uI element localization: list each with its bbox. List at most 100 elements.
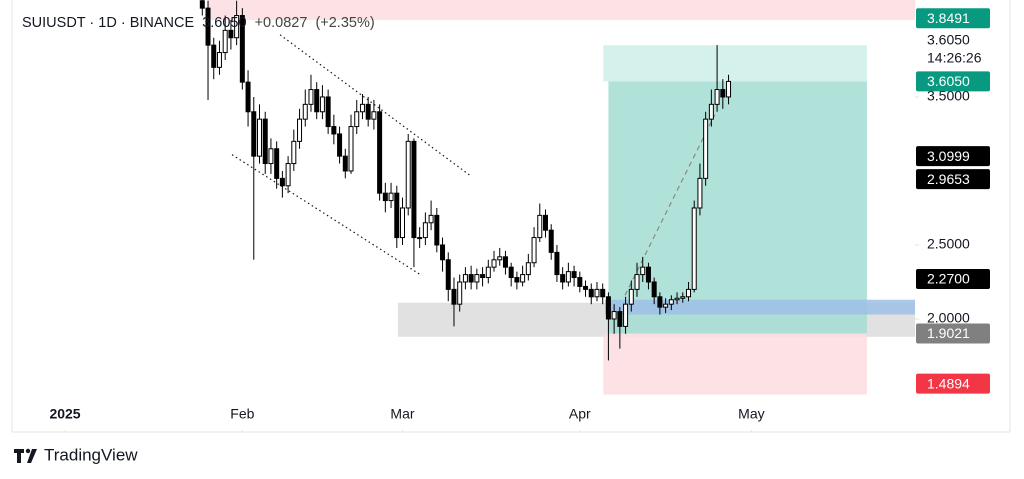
x-tick-label: Mar	[390, 406, 414, 422]
candle-body	[583, 285, 589, 290]
candle-body	[451, 288, 457, 305]
candle-body	[663, 303, 669, 308]
footer-logo: TradingView	[14, 445, 138, 464]
candle-body	[211, 44, 217, 68]
candle-body	[685, 288, 691, 298]
price-label: 3.0999	[927, 148, 970, 164]
candle-body	[474, 274, 480, 283]
x-tick-label: Feb	[230, 406, 254, 422]
price-label: 3.6050	[927, 73, 970, 89]
candle-body	[720, 89, 726, 98]
candle-body	[520, 274, 526, 283]
trend-line	[279, 34, 471, 176]
candle-body	[422, 222, 428, 239]
candle-body	[331, 126, 337, 135]
candle-body	[714, 89, 720, 105]
axes: 2025 Feb Mar Apr May 3.5000 2.5000 2.0000 3.8491…	[49, 8, 990, 432]
candle-body	[302, 103, 308, 120]
candle-body	[548, 229, 554, 253]
candle-body	[251, 111, 257, 157]
candle-body	[399, 207, 405, 239]
candle-body	[571, 271, 577, 279]
candle-body	[611, 311, 617, 320]
price-label-box	[916, 146, 990, 167]
candle-body	[405, 140, 411, 209]
candle-body	[365, 103, 371, 120]
candle-body	[359, 103, 365, 113]
candle-body	[308, 89, 314, 105]
last-price: 3.6050	[927, 32, 970, 48]
price-label-box	[916, 269, 990, 290]
candle-body	[668, 299, 674, 305]
candle-body	[245, 81, 251, 113]
candle-body	[525, 262, 531, 276]
price-label: 2.9653	[927, 171, 970, 187]
zone	[608, 81, 867, 334]
candle-body	[319, 96, 325, 113]
candle-body	[222, 29, 228, 54]
candle-body	[691, 207, 697, 290]
y-tick-label: 3.5000	[927, 88, 970, 104]
x-tick-label: 2025	[49, 406, 80, 422]
trend-line	[231, 154, 421, 276]
candle-body	[462, 274, 468, 283]
candle-body	[600, 288, 606, 298]
plot-pane	[199, 0, 915, 395]
candle-body	[279, 177, 285, 187]
candle-body	[640, 266, 646, 276]
candle-body	[285, 163, 291, 187]
symbol: SUIUSDT · 1D · BINANCE	[22, 15, 194, 31]
candle-body	[445, 259, 451, 290]
logo-mark	[25, 448, 31, 454]
candle-body	[617, 311, 623, 327]
candle-body	[491, 259, 497, 268]
candle-body	[542, 214, 548, 231]
candle-body	[388, 192, 394, 202]
candle-body	[216, 52, 222, 68]
zone	[208, 0, 915, 20]
candle-body	[588, 288, 594, 298]
candle-body	[560, 274, 566, 283]
header-change: +0.0827	[255, 15, 308, 31]
price-label: 2.2700	[927, 271, 970, 287]
candle-body	[651, 281, 657, 298]
candle-body	[348, 126, 354, 172]
logo-mark	[27, 449, 37, 463]
y-tick-label: 2.5000	[927, 236, 970, 252]
candle-body	[628, 288, 634, 305]
logo-mark	[14, 449, 24, 463]
price-label-box	[916, 323, 990, 344]
candle-body	[428, 214, 434, 224]
candle-body	[297, 118, 303, 142]
candle-body	[377, 111, 383, 194]
candle-body	[554, 251, 560, 276]
candle-body	[205, 7, 211, 46]
candle-body	[382, 192, 388, 202]
candle-body	[314, 89, 320, 113]
candle-body	[262, 118, 268, 165]
candle-body	[354, 111, 360, 128]
candle-body	[697, 177, 703, 209]
candle-body	[228, 29, 234, 39]
candle-body	[417, 237, 423, 240]
candle-body	[199, 0, 205, 9]
candle-body	[623, 303, 629, 327]
candle-body	[674, 297, 680, 301]
y-tick-label: 2.0000	[927, 310, 970, 326]
candle-body	[434, 214, 440, 246]
chart-header: SUIUSDT · 1D · BINANCE 3.6050 +0.0827 (+…	[22, 15, 375, 31]
candle-body	[502, 256, 508, 268]
zone	[603, 45, 867, 82]
candle-body	[514, 277, 520, 283]
price-label-box	[916, 8, 990, 29]
trend-line	[624, 114, 716, 296]
price-label-box	[916, 71, 990, 92]
zone	[604, 299, 915, 315]
candle-body	[703, 118, 709, 179]
candle-body	[605, 296, 611, 320]
candle-body	[480, 274, 486, 279]
candle-body	[497, 256, 503, 261]
candle-body	[537, 214, 543, 239]
candle-body	[337, 133, 343, 157]
